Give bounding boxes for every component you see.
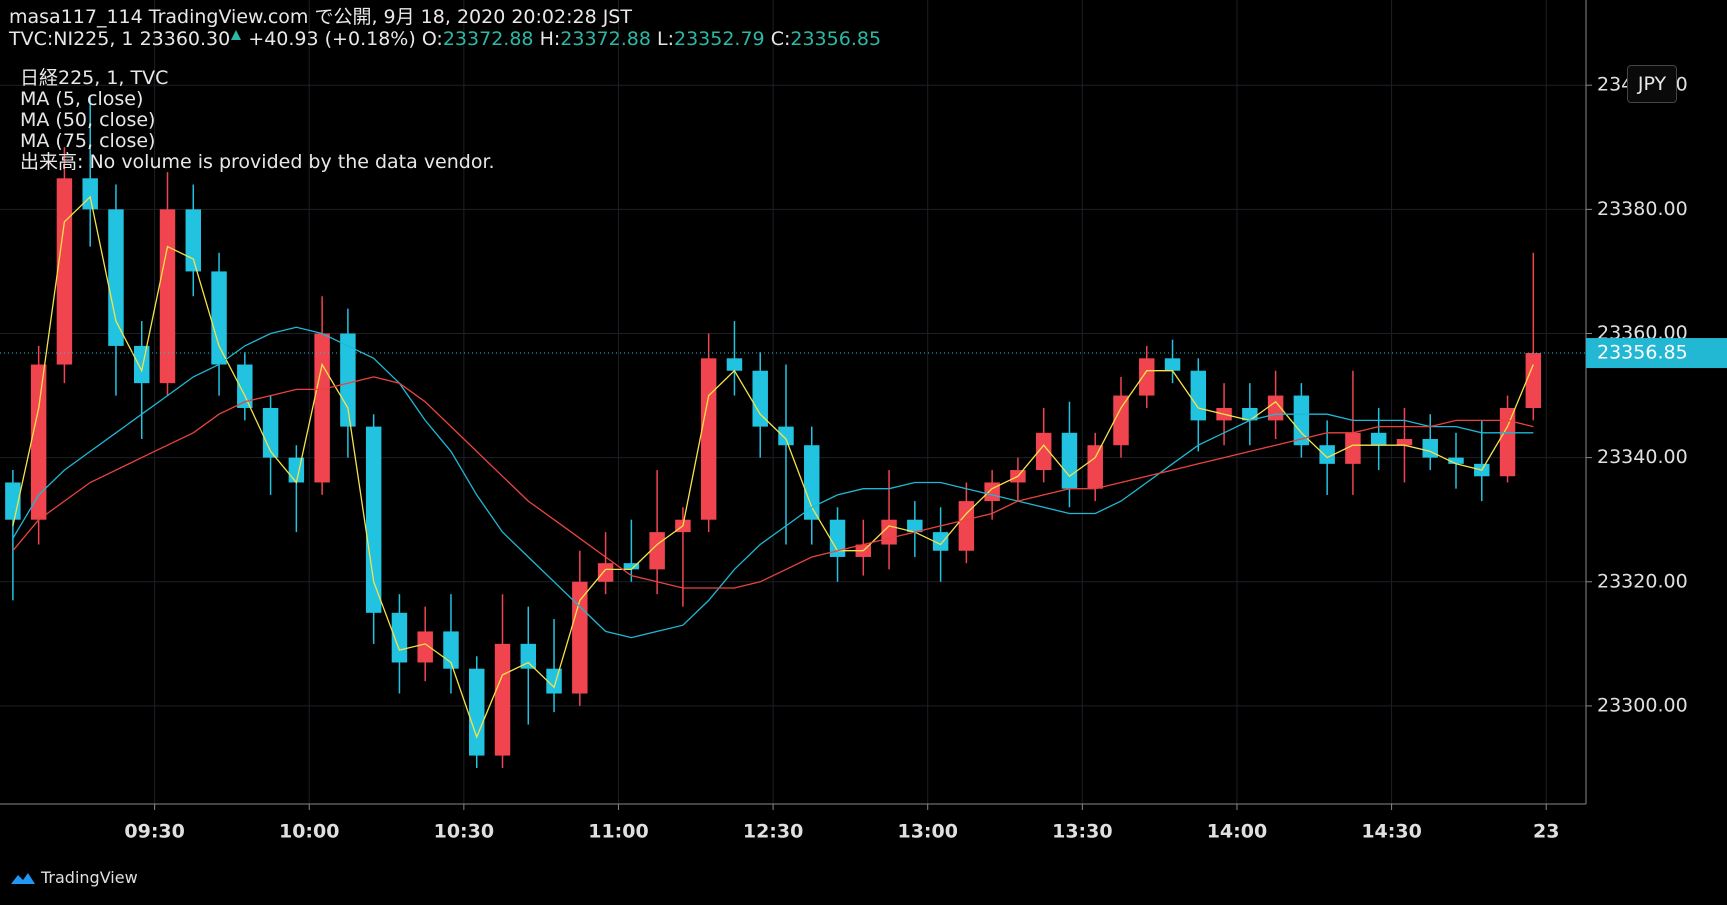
- y-tick-label: 23300.00: [1597, 694, 1688, 716]
- high-value: 23372.88: [560, 28, 651, 50]
- candle-body: [1422, 439, 1438, 458]
- close-value: 23356.85: [790, 28, 882, 50]
- change: +40.93 (+0.18%): [248, 28, 416, 50]
- x-tick-label: 23: [1533, 821, 1559, 843]
- candle-body: [1345, 432, 1361, 464]
- y-tick-label: 23320.00: [1597, 570, 1688, 592]
- x-tick-label: 09:30: [124, 821, 184, 843]
- legend-entry[interactable]: MA (75, close): [20, 130, 156, 152]
- candle-body: [907, 519, 923, 533]
- symbol: TVC:NI225, 1: [9, 28, 134, 50]
- open-label: O:: [421, 28, 443, 50]
- candle-body: [1293, 395, 1310, 446]
- candle-body: [134, 345, 150, 384]
- candle-body: [159, 209, 176, 384]
- legend-entry[interactable]: MA (50, close): [20, 109, 156, 131]
- candle-body: [1087, 445, 1103, 489]
- up-arrow: [231, 30, 242, 40]
- candle-body: [1139, 358, 1155, 396]
- candle-body: [1190, 370, 1207, 421]
- candle-body: [572, 581, 588, 694]
- candle-body: [391, 612, 408, 663]
- open-value: 23372.88: [442, 28, 534, 50]
- ma-line: [12, 376, 1534, 589]
- low-value: 23352.79: [673, 28, 765, 50]
- candle-body: [881, 519, 897, 545]
- candle-body: [804, 445, 820, 520]
- candle-body: [340, 333, 356, 427]
- candle-body: [469, 668, 485, 756]
- candle-body: [778, 426, 794, 446]
- last-price-label: 23356.85: [1597, 342, 1688, 364]
- x-tick-label: 14:30: [1361, 821, 1421, 843]
- y-tick-label: 23340.00: [1597, 446, 1688, 468]
- ma-line: [12, 195, 1534, 739]
- logo: [11, 872, 35, 884]
- candle-body: [1035, 432, 1052, 471]
- x-tick-label: 10:30: [434, 821, 494, 843]
- candle-body: [752, 370, 768, 427]
- candle-body: [700, 358, 717, 520]
- brand: TradingView: [41, 868, 138, 887]
- candle-body: [82, 178, 98, 210]
- x-tick-label: 11:00: [588, 821, 648, 843]
- currency-button[interactable]: JPY: [1627, 65, 1677, 103]
- candle-body: [1396, 439, 1413, 446]
- axes: 23300.0023320.0023340.0023360.0023380.00…: [0, 0, 1727, 843]
- candle-body: [649, 532, 665, 570]
- low-label: L:: [656, 28, 674, 50]
- candle-body: [984, 482, 1000, 502]
- header-line1: masa117_114 TradingView.com で公開, 9月 18, …: [9, 6, 632, 28]
- candle-body: [30, 364, 47, 520]
- candle-body: [365, 426, 382, 613]
- candle-body: [1448, 457, 1464, 464]
- legend-entry[interactable]: MA (5, close): [20, 88, 144, 110]
- candle-body: [958, 501, 975, 551]
- candle-body: [108, 209, 124, 346]
- candle-body: [932, 532, 949, 551]
- footer: TradingView: [9, 868, 138, 887]
- candle-body: [546, 668, 562, 694]
- last-price: 23360.30: [139, 28, 231, 50]
- candle-body: [1525, 353, 1542, 408]
- plot: [0, 97, 1586, 768]
- candle-body: [1164, 358, 1181, 371]
- x-tick-label: 14:00: [1207, 821, 1267, 843]
- x-tick-label: 12:30: [743, 821, 803, 843]
- candle-body: [262, 407, 279, 458]
- candle-body: [520, 643, 537, 669]
- ma-line: [12, 326, 1534, 639]
- candle-body: [237, 364, 253, 408]
- last-price-box: [1586, 338, 1727, 369]
- close-label: C:: [770, 28, 791, 50]
- x-tick-label: 13:30: [1052, 821, 1112, 843]
- y-tick-label: 23380.00: [1597, 198, 1688, 220]
- candle-body: [829, 519, 846, 557]
- x-tick-label: 13:00: [897, 821, 957, 843]
- candle-body: [597, 563, 614, 582]
- candle-body: [1319, 445, 1335, 464]
- candle-body: [185, 209, 202, 272]
- candle-body: [1370, 432, 1387, 446]
- candle-body: [56, 178, 73, 365]
- candle-body: [288, 457, 305, 483]
- volume-note: 出来高: No volume is provided by the data v…: [20, 151, 495, 173]
- candle-body: [623, 563, 640, 570]
- candle-body: [1499, 407, 1516, 477]
- candle-body: [494, 643, 511, 756]
- candle-body: [1061, 432, 1078, 489]
- header-line2: TVC:NI225, 1 23360.30 +40.93 (+0.18%) O:…: [9, 28, 881, 50]
- candle-body: [211, 271, 227, 365]
- x-tick-label: 10:00: [279, 821, 339, 843]
- candle-body: [1113, 395, 1129, 446]
- candle-body: [314, 333, 330, 483]
- high-label: H:: [539, 28, 561, 50]
- candle-body: [417, 631, 433, 663]
- legend-title: 日経225, 1, TVC: [20, 67, 169, 89]
- candle-body: [726, 358, 743, 371]
